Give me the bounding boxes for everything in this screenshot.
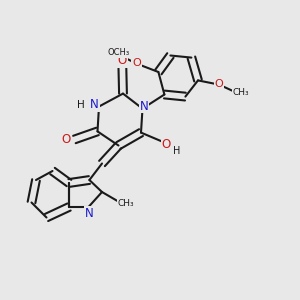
Text: O: O [214,79,224,89]
Text: N: N [85,207,94,220]
Text: OCH₃: OCH₃ [107,48,130,57]
Text: O: O [161,137,170,151]
Text: CH₃: CH₃ [232,88,249,97]
Text: H: H [76,100,84,110]
Text: O: O [61,133,70,146]
Text: H: H [173,146,181,156]
Text: O: O [118,54,127,68]
Text: O: O [132,58,141,68]
Text: N: N [90,98,99,112]
Text: N: N [140,100,148,113]
Text: CH₃: CH₃ [118,199,134,208]
